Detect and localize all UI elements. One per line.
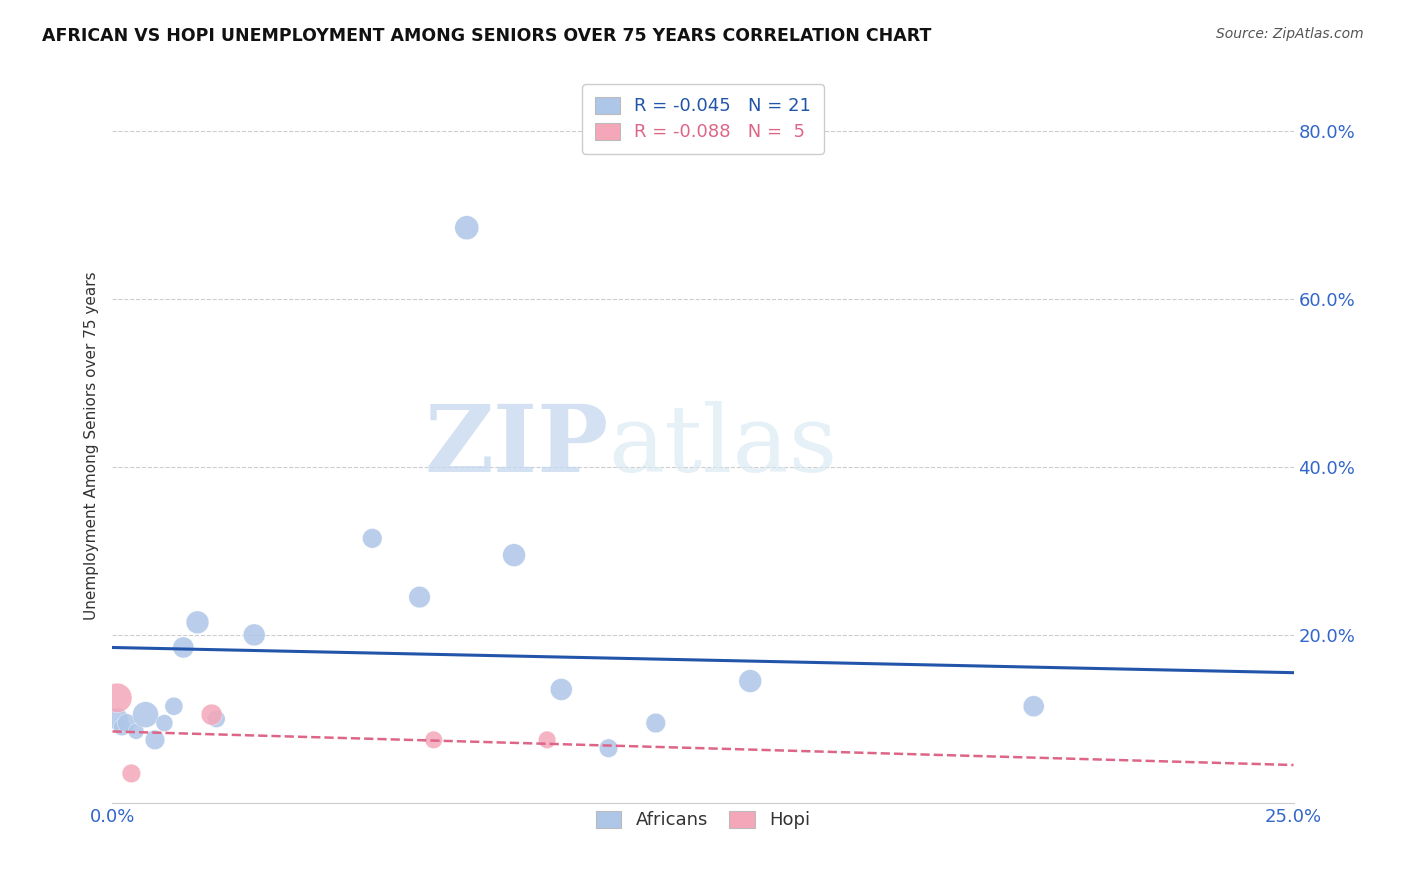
- Point: [125, 724, 148, 739]
- Text: atlas: atlas: [609, 401, 838, 491]
- Point: [503, 548, 526, 562]
- Point: [105, 690, 128, 705]
- Point: [598, 741, 620, 756]
- Y-axis label: Unemployment Among Seniors over 75 years: Unemployment Among Seniors over 75 years: [83, 272, 98, 620]
- Point: [201, 707, 224, 722]
- Point: [550, 682, 572, 697]
- Point: [740, 674, 762, 689]
- Point: [408, 590, 430, 604]
- Point: [135, 707, 157, 722]
- Point: [186, 615, 208, 630]
- Point: [205, 712, 228, 726]
- Text: AFRICAN VS HOPI UNEMPLOYMENT AMONG SENIORS OVER 75 YEARS CORRELATION CHART: AFRICAN VS HOPI UNEMPLOYMENT AMONG SENIO…: [42, 27, 932, 45]
- Point: [105, 712, 128, 726]
- Point: [111, 720, 134, 734]
- Legend: Africans, Hopi: Africans, Hopi: [589, 804, 817, 837]
- Point: [644, 716, 666, 731]
- Point: [456, 220, 478, 235]
- Point: [361, 532, 384, 546]
- Point: [153, 716, 176, 731]
- Point: [172, 640, 194, 655]
- Text: ZIP: ZIP: [425, 401, 609, 491]
- Point: [1022, 699, 1045, 714]
- Point: [243, 628, 266, 642]
- Point: [536, 732, 558, 747]
- Point: [143, 732, 166, 747]
- Point: [422, 732, 444, 747]
- Point: [163, 699, 186, 714]
- Text: Source: ZipAtlas.com: Source: ZipAtlas.com: [1216, 27, 1364, 41]
- Point: [115, 716, 138, 731]
- Point: [120, 766, 142, 780]
